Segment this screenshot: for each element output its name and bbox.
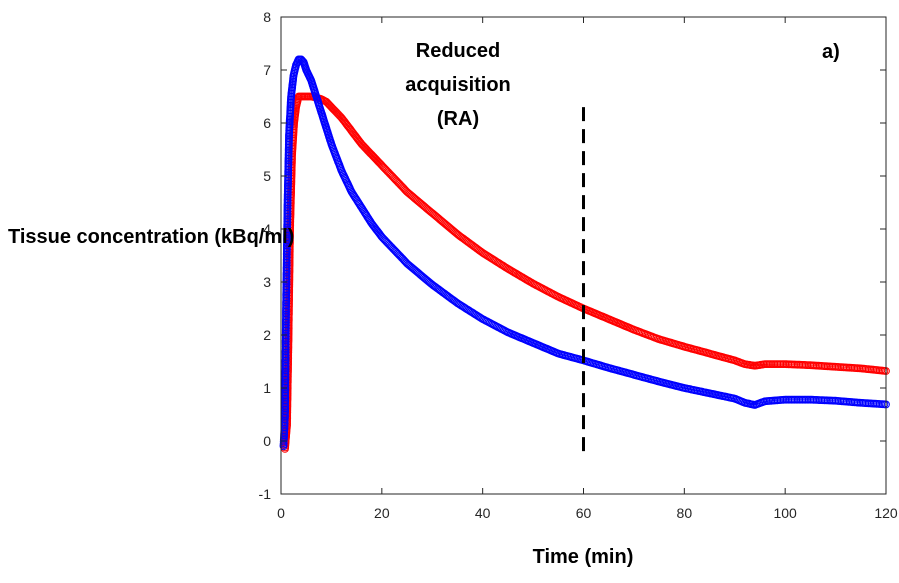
- y-tick-label: -1: [259, 486, 272, 502]
- y-tick-label: 5: [263, 168, 271, 184]
- series-layer: [279, 55, 890, 453]
- region-label-line-1: Reduced: [416, 40, 500, 62]
- x-tick-label: 40: [475, 505, 491, 521]
- y-tick-label: 2: [263, 327, 271, 343]
- x-axis-ticks: 0 20 40 60 80 100 120: [277, 17, 898, 521]
- y-tick-label: 0: [263, 433, 271, 449]
- y-tick-label: 1: [263, 380, 271, 396]
- x-tick-label: 100: [773, 505, 797, 521]
- x-tick-label: 60: [576, 505, 592, 521]
- y-tick-label: 3: [263, 274, 271, 290]
- region-label-line-3: (RA): [437, 108, 479, 130]
- region-label-line-2: acquisition: [405, 74, 511, 96]
- data-point: [476, 247, 485, 255]
- x-axis-label: Time (min): [533, 546, 634, 568]
- y-tick-label: 6: [263, 115, 271, 131]
- y-tick-label: 4: [263, 221, 271, 237]
- x-tick-label: 20: [374, 505, 390, 521]
- x-tick-label: 120: [874, 505, 898, 521]
- panel-label: a): [822, 41, 840, 63]
- y-tick-label: 7: [263, 62, 271, 78]
- y-axis-ticks: -1 0 1 2 3 4 5 6 7 8: [259, 9, 886, 502]
- x-tick-label: 0: [277, 505, 285, 521]
- data-point: [451, 297, 459, 306]
- series-1: [279, 55, 890, 451]
- y-axis-label: Tissue concentration (kBq/ml): [8, 226, 294, 248]
- y-tick-label: 8: [263, 9, 271, 25]
- x-tick-label: 80: [677, 505, 693, 521]
